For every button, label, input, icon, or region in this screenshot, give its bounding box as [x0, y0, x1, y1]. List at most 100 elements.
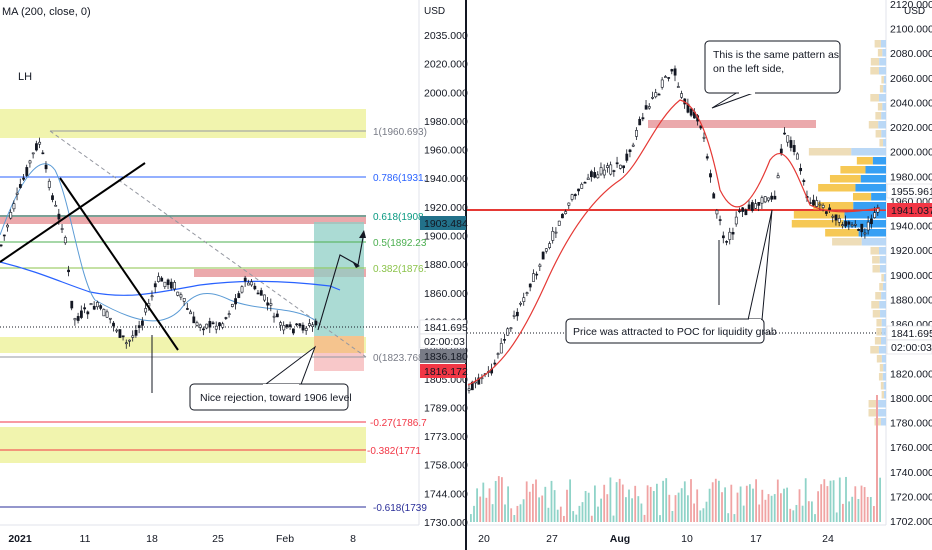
supply-zone-top[interactable]	[0, 109, 366, 138]
left-time-axis[interactable]: 2021 11 18 25 Feb 8	[8, 533, 356, 545]
left-candle	[89, 303, 93, 306]
volume-bar	[618, 478, 621, 522]
volume-profile-row	[878, 373, 886, 381]
volume-bar	[501, 477, 503, 522]
volume-bar	[702, 508, 705, 522]
left-candle	[211, 322, 215, 325]
right-candle	[747, 204, 751, 210]
left-y-tick-label: 1773.000	[424, 431, 468, 443]
right-candle	[828, 207, 832, 211]
right-candle	[767, 197, 770, 201]
volume-profile-row	[872, 256, 886, 264]
left-y-tick-label: 2035.000	[424, 30, 468, 42]
supply-zone-red[interactable]	[0, 215, 366, 224]
callout-left-text: Nice rejection, toward 1906 level	[200, 392, 352, 404]
volume-bar	[516, 505, 519, 522]
right-candle	[509, 327, 513, 330]
right-candle	[860, 223, 864, 233]
trendline-rising[interactable]	[0, 162, 146, 263]
volume-bar	[470, 514, 472, 522]
volume-profile[interactable]	[791, 40, 886, 426]
volume-bar	[597, 506, 599, 522]
projection-arrowhead	[359, 230, 366, 238]
right-candle	[657, 93, 661, 96]
right-y-tick-label: 2040.000	[890, 97, 932, 109]
right-price-axis[interactable]: 2120.000 2100.000 2080.000 2060.000 2040.000…	[890, 0, 932, 528]
volume-bar	[680, 488, 683, 522]
volume-bar	[761, 489, 764, 522]
left-candle	[38, 141, 42, 145]
long-position-entry[interactable]	[314, 336, 364, 353]
poc-zone-red[interactable]	[648, 120, 816, 128]
right-candle	[541, 251, 545, 260]
demand-zone[interactable]	[0, 337, 366, 353]
right-candle	[567, 202, 571, 206]
right-candle	[876, 207, 880, 213]
right-candle	[515, 311, 519, 317]
right-y-tick-label: 1920.000	[890, 245, 932, 257]
volume-bar	[612, 515, 615, 522]
volume-bar	[842, 503, 844, 522]
right-price-tag: 1941.037	[887, 203, 932, 217]
left-candle	[256, 292, 260, 295]
right-candle	[625, 153, 629, 161]
right-candle	[557, 220, 561, 226]
left-price-tag: 1816.172	[420, 364, 468, 378]
right-candle	[770, 195, 774, 200]
left-candle	[105, 311, 109, 318]
volume-bar	[482, 482, 485, 522]
left-y-tick-label: 1900.000	[424, 231, 468, 243]
left-y-tick-label: 1880.000	[424, 259, 468, 271]
ma-line-left[interactable]	[0, 261, 341, 296]
indicator-label[interactable]: MA (200, close, 0)	[2, 6, 91, 18]
left-candle	[202, 328, 205, 331]
right-candle	[734, 216, 738, 225]
volume-profile-row	[852, 193, 886, 201]
volume-profile-row	[876, 328, 886, 336]
volume-profile-row	[868, 409, 886, 417]
right-candle	[760, 197, 764, 204]
callout-left[interactable]: Nice rejection, toward 1906 level	[189, 345, 352, 411]
left-price-tag-text: 1903.484	[424, 218, 468, 230]
left-candle	[214, 325, 218, 330]
demand-zone-low[interactable]	[0, 427, 366, 463]
left-candle	[314, 320, 318, 326]
right-candle	[506, 328, 510, 336]
left-candle	[227, 313, 231, 315]
ma-line-right[interactable]	[467, 99, 881, 386]
right-candle	[776, 175, 780, 179]
projection-path[interactable]	[317, 231, 365, 331]
volume-bar	[786, 487, 788, 522]
callout-bottom-right[interactable]: Price was attracted to POC for liquidity…	[565, 209, 777, 344]
volume-bar	[690, 479, 692, 522]
left-candle	[0, 244, 3, 247]
left-candle	[282, 325, 286, 331]
left-price-tag-text: 1841.695	[424, 322, 468, 334]
left-candle	[275, 313, 279, 318]
trendline-falling[interactable]	[59, 177, 179, 351]
volume-bar	[519, 504, 522, 522]
volume-bar	[708, 488, 711, 522]
resistance-zone-red[interactable]	[194, 269, 366, 277]
left-candle	[124, 342, 128, 345]
right-candle	[503, 339, 506, 341]
right-y-tick-label: 1900.000	[890, 270, 932, 282]
right-price-tag: 1955.961	[886, 183, 932, 199]
left-candle	[83, 307, 87, 310]
fib-level-label: -0.618(1739	[373, 503, 427, 514]
right-price-tags: 1955.961 1941.037 1841.695 02:00:03	[886, 183, 932, 355]
left-x-tick-label: 11	[80, 533, 91, 545]
callout-top-right[interactable]: This is the same pattern as on the left …	[704, 40, 841, 109]
volume-profile-row	[870, 67, 886, 75]
volume-bar	[662, 480, 664, 522]
right-time-axis[interactable]: 20 27 Aug 10 17 24	[478, 533, 834, 545]
right-candle	[638, 118, 642, 126]
right-y-tick-label: 2080.000	[890, 48, 932, 60]
left-price-axis[interactable]: 2035.000 2020.000 2000.000 1980.000 1960.000…	[424, 30, 468, 529]
left-candle	[192, 316, 196, 324]
volume-profile-row	[881, 391, 886, 399]
left-y-tick-label: 1744.000	[424, 488, 468, 500]
left-candle	[182, 298, 186, 302]
right-candle	[680, 93, 683, 98]
